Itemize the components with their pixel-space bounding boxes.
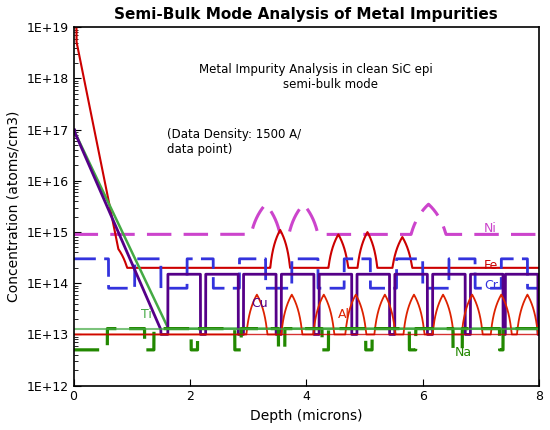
- X-axis label: Depth (microns): Depth (microns): [250, 409, 362, 423]
- Y-axis label: Concentration (atoms/cm3): Concentration (atoms/cm3): [7, 111, 21, 302]
- Text: Cr: Cr: [484, 279, 498, 292]
- Text: Metal Impurity Analysis in clean SiC epi
        semi-bulk mode: Metal Impurity Analysis in clean SiC epi…: [199, 63, 432, 91]
- Text: Na: Na: [455, 346, 472, 359]
- Text: (Data Density: 1500 A/
data point): (Data Density: 1500 A/ data point): [167, 128, 301, 156]
- Text: Ti: Ti: [140, 307, 151, 321]
- Text: Al: Al: [338, 307, 350, 321]
- Text: Fe: Fe: [484, 259, 498, 272]
- Text: Ni: Ni: [484, 222, 497, 236]
- Title: Semi-Bulk Mode Analysis of Metal Impurities: Semi-Bulk Mode Analysis of Metal Impurit…: [114, 7, 498, 22]
- Text: Cu: Cu: [251, 297, 268, 310]
